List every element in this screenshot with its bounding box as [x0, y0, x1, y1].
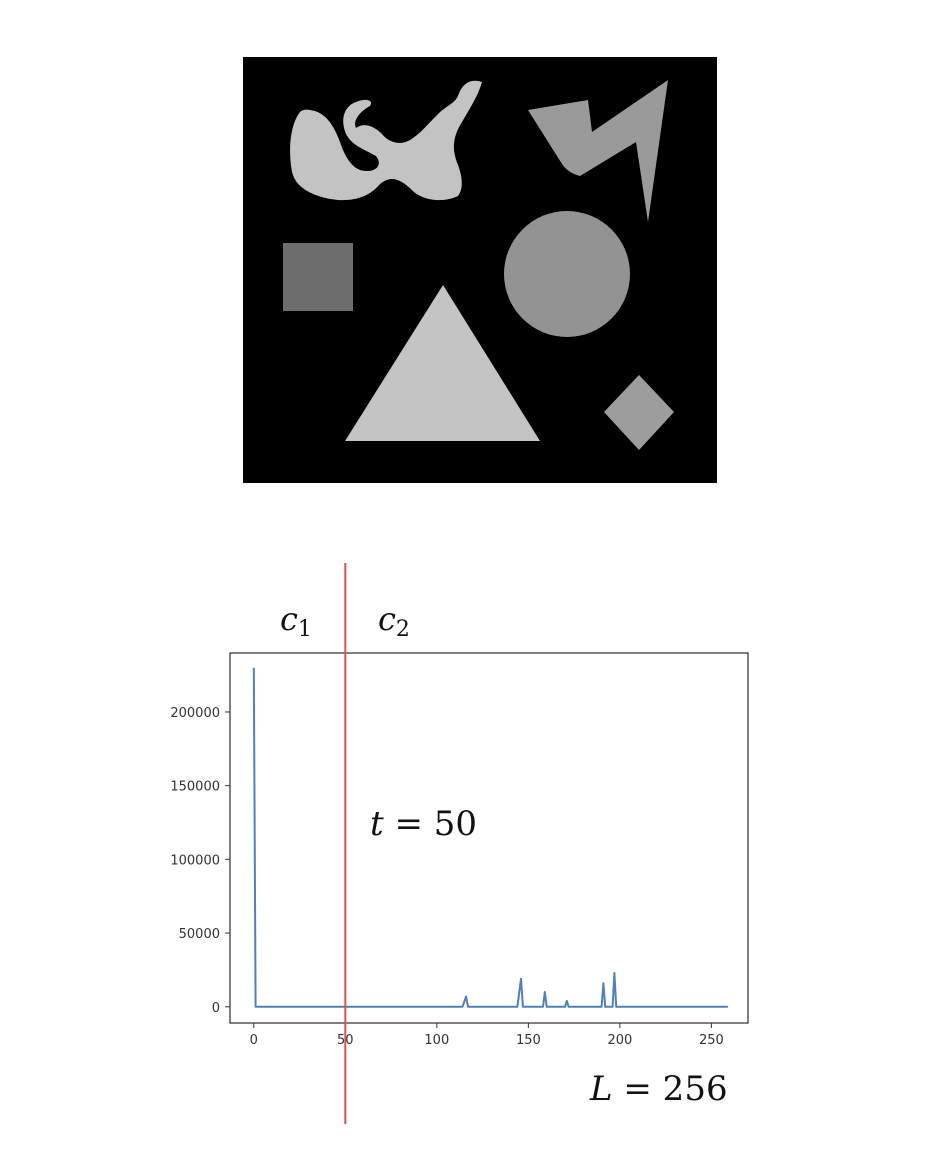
y-axis-ticks: 0 50000 100000 150000 200000: [170, 706, 230, 1016]
y-tick-label: 100000: [170, 853, 220, 868]
x-tick-label: 250: [699, 1033, 724, 1048]
y-tick-label: 150000: [170, 780, 220, 795]
x-tick-label: 100: [424, 1033, 449, 1048]
y-tick-label: 200000: [170, 706, 220, 721]
lightning-shape: [528, 80, 668, 222]
y-tick-label: 0: [212, 1001, 220, 1016]
triangle-shape: [345, 285, 540, 441]
circle-shape: [504, 211, 630, 337]
histogram-series-line: [252, 667, 728, 1008]
x-tick-label: 0: [250, 1033, 258, 1048]
class-c1-label: c1: [280, 600, 312, 642]
y-tick-label: 50000: [179, 927, 220, 942]
diamond-shape: [604, 375, 674, 450]
plot-area: [229, 652, 749, 1024]
blob-shape: [290, 80, 482, 201]
levels-annotation: L = 256: [589, 1069, 728, 1109]
x-tick-label: 200: [607, 1033, 632, 1048]
threshold-annotation: t = 50: [370, 804, 477, 844]
square-shape: [283, 243, 353, 311]
x-tick-label: 150: [516, 1033, 541, 1048]
class-c2-label: c2: [378, 600, 410, 642]
x-axis-ticks: 050100150200250: [250, 1023, 724, 1048]
segmentation-image: [243, 57, 717, 483]
